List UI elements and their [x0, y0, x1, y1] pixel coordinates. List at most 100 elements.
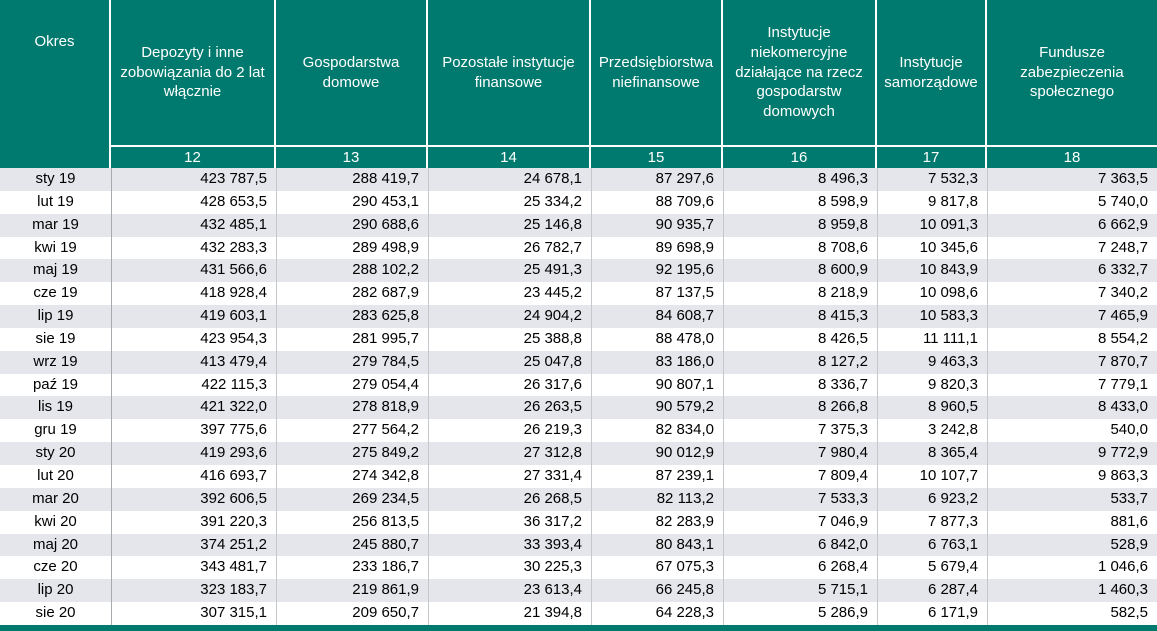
table-row: kwi 19 432 283,3 289 498,9 26 782,7 89 698,9… — [0, 236, 1157, 260]
value-cell: 7 779,1 — [987, 373, 1157, 397]
value-cell: 7 465,9 — [987, 305, 1157, 328]
value-cell: 10 583,3 — [877, 305, 987, 328]
value-cell: 7 248,7 — [987, 236, 1157, 260]
value-cell: 323 183,7 — [111, 579, 276, 603]
value-cell: 245 880,7 — [276, 533, 428, 557]
value-cell: 9 863,3 — [987, 464, 1157, 488]
value-cell: 343 481,7 — [111, 556, 276, 580]
value-cell: 416 693,7 — [111, 464, 276, 488]
value-cell: 269 234,5 — [276, 487, 428, 511]
value-cell: 84 608,7 — [591, 305, 723, 328]
value-cell: 419 293,6 — [111, 442, 276, 465]
value-cell: 290 453,1 — [276, 190, 428, 214]
value-cell: 9 820,3 — [877, 373, 987, 397]
value-cell: 8 708,6 — [723, 236, 877, 260]
value-cell: 6 763,1 — [877, 533, 987, 557]
column-code-18: 18 — [987, 145, 1157, 168]
column-header-depozyty: Depozyty i inne zobowiązania do 2 lat wł… — [111, 0, 276, 145]
value-cell: 25 146,8 — [428, 213, 591, 237]
value-cell: 428 653,5 — [111, 190, 276, 214]
value-cell: 418 928,4 — [111, 282, 276, 306]
value-cell: 27 331,4 — [428, 464, 591, 488]
value-cell: 8 426,5 — [723, 327, 877, 351]
value-cell: 23 445,2 — [428, 282, 591, 306]
value-cell: 277 564,2 — [276, 419, 428, 443]
value-cell: 7 340,2 — [987, 282, 1157, 306]
next-section-header-strip — [0, 624, 1157, 631]
value-cell: 8 365,4 — [877, 442, 987, 465]
value-cell: 26 317,6 — [428, 373, 591, 397]
period-cell: mar 20 — [0, 487, 111, 511]
period-cell: cze 20 — [0, 556, 111, 580]
table-body: sty 19 423 787,5 288 419,7 24 678,1 87 297,6… — [0, 168, 1157, 625]
table-row: maj 19 431 566,6 288 102,2 25 491,3 92 195,6… — [0, 259, 1157, 283]
value-cell: 6 662,9 — [987, 213, 1157, 237]
value-cell: 8 433,0 — [987, 396, 1157, 420]
period-cell: lip 19 — [0, 305, 111, 328]
column-header-przedsiebiorstwa-niefinansowe: Przedsiębiorstwa niefinansowe — [591, 0, 723, 145]
period-cell: maj 20 — [0, 533, 111, 557]
value-cell: 67 075,3 — [591, 556, 723, 580]
table-row: lut 20 416 693,7 274 342,8 27 331,4 87 239,1… — [0, 464, 1157, 488]
column-header-pozostale-instytucje-finansowe: Pozostałe instytucje finansowe — [428, 0, 591, 145]
value-cell: 219 861,9 — [276, 579, 428, 603]
period-cell: kwi 20 — [0, 510, 111, 534]
value-cell: 279 054,4 — [276, 373, 428, 397]
value-cell: 528,9 — [987, 533, 1157, 557]
value-cell: 8 496,3 — [723, 168, 877, 191]
period-cell: mar 19 — [0, 213, 111, 237]
table-row: paź 19 422 115,3 279 054,4 26 317,6 90 807,1… — [0, 373, 1157, 397]
column-header-instytucje-niekomercyjne: Instytucje niekomercyjne działające na r… — [723, 0, 877, 145]
value-cell: 90 935,7 — [591, 213, 723, 237]
value-cell: 24 904,2 — [428, 305, 591, 328]
value-cell: 89 698,9 — [591, 236, 723, 260]
table-row: cze 20 343 481,7 233 186,7 30 225,3 67 075,3… — [0, 556, 1157, 580]
period-cell: kwi 19 — [0, 236, 111, 260]
value-cell: 26 268,5 — [428, 487, 591, 511]
value-cell: 397 775,6 — [111, 419, 276, 443]
value-cell: 1 046,6 — [987, 556, 1157, 580]
value-cell: 423 787,5 — [111, 168, 276, 191]
value-cell: 432 485,1 — [111, 213, 276, 237]
period-cell: sie 20 — [0, 602, 111, 625]
value-cell: 374 251,2 — [111, 533, 276, 557]
table-header: Okres Depozyty i inne zobowiązania do 2 … — [0, 0, 1157, 168]
value-cell: 288 102,2 — [276, 259, 428, 283]
value-cell: 5 740,0 — [987, 190, 1157, 214]
table-row: sty 19 423 787,5 288 419,7 24 678,1 87 297,6… — [0, 168, 1157, 191]
value-cell: 8 266,8 — [723, 396, 877, 420]
column-code-16: 16 — [723, 145, 877, 168]
value-cell: 392 606,5 — [111, 487, 276, 511]
table-row: lis 19 421 322,0 278 818,9 26 263,5 90 579,2… — [0, 396, 1157, 420]
column-header-fundusze-zabezpieczenia: Fundusze zabezpieczenia społecznego — [987, 0, 1157, 145]
table-row: mar 20 392 606,5 269 234,5 26 268,5 82 113,2… — [0, 487, 1157, 511]
table-row: wrz 19 413 479,4 279 784,5 25 047,8 83 186,0… — [0, 350, 1157, 374]
column-code-13: 13 — [276, 145, 428, 168]
value-cell: 83 186,0 — [591, 350, 723, 374]
header-row-codes: 12 13 14 15 16 17 18 — [0, 145, 1157, 168]
value-cell: 540,0 — [987, 419, 1157, 443]
value-cell: 6 842,0 — [723, 533, 877, 557]
value-cell: 5 286,9 — [723, 602, 877, 625]
value-cell: 90 579,2 — [591, 396, 723, 420]
value-cell: 8 598,9 — [723, 190, 877, 214]
value-cell: 9 772,9 — [987, 442, 1157, 465]
value-cell: 6 332,7 — [987, 259, 1157, 283]
table-row: mar 19 432 485,1 290 688,6 25 146,8 90 935,7… — [0, 213, 1157, 237]
period-cell: lut 19 — [0, 190, 111, 214]
value-cell: 27 312,8 — [428, 442, 591, 465]
value-cell: 8 554,2 — [987, 327, 1157, 351]
value-cell: 8 218,9 — [723, 282, 877, 306]
value-cell: 25 491,3 — [428, 259, 591, 283]
value-cell: 88 709,6 — [591, 190, 723, 214]
value-cell: 533,7 — [987, 487, 1157, 511]
value-cell: 432 283,3 — [111, 236, 276, 260]
value-cell: 10 345,6 — [877, 236, 987, 260]
value-cell: 24 678,1 — [428, 168, 591, 191]
value-cell: 21 394,8 — [428, 602, 591, 625]
value-cell: 9 463,3 — [877, 350, 987, 374]
period-cell: maj 19 — [0, 259, 111, 283]
value-cell: 8 960,5 — [877, 396, 987, 420]
value-cell: 7 046,9 — [723, 510, 877, 534]
